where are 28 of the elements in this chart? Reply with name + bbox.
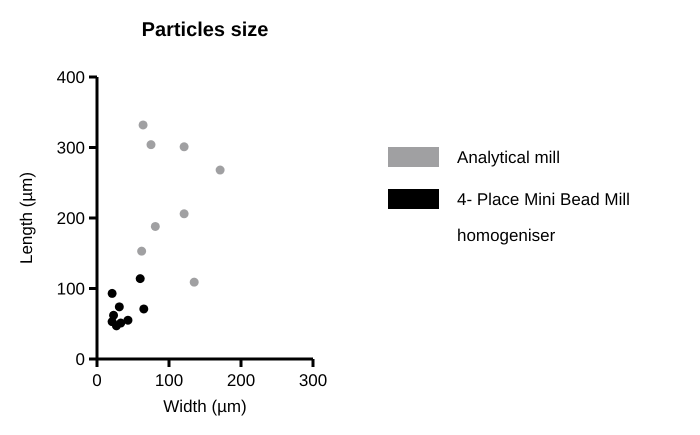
point [146, 140, 156, 150]
point [216, 166, 225, 175]
y-tick-label: 0 [76, 350, 85, 369]
point [108, 288, 117, 298]
point [180, 209, 189, 218]
x-tick-label: 300 [298, 371, 328, 390]
x-tick-label: 0 [92, 371, 102, 390]
y-tick-label: 200 [56, 208, 85, 228]
point [114, 302, 124, 312]
x-tick-label: 100 [154, 371, 184, 390]
y-tick-label: 300 [56, 138, 85, 158]
point [138, 120, 148, 130]
point [116, 318, 126, 328]
point [180, 142, 189, 152]
point [150, 222, 160, 231]
point [136, 274, 145, 284]
point [123, 316, 132, 325]
point [139, 304, 148, 314]
y-axis-title: Length (µm) [17, 172, 36, 264]
y-tick-label: 100 [56, 279, 85, 298]
point [137, 246, 146, 256]
x-axis-title: Width (µm) [163, 397, 247, 416]
legend-label: Analytical mill [457, 148, 560, 167]
legend-label: 4- Place Mini Bead Mill homogeniser [457, 190, 630, 245]
y-tick-label: 400 [56, 68, 85, 87]
chart-title: Particles size [142, 19, 268, 41]
point [190, 278, 199, 287]
x-tick-label: 200 [226, 371, 256, 390]
